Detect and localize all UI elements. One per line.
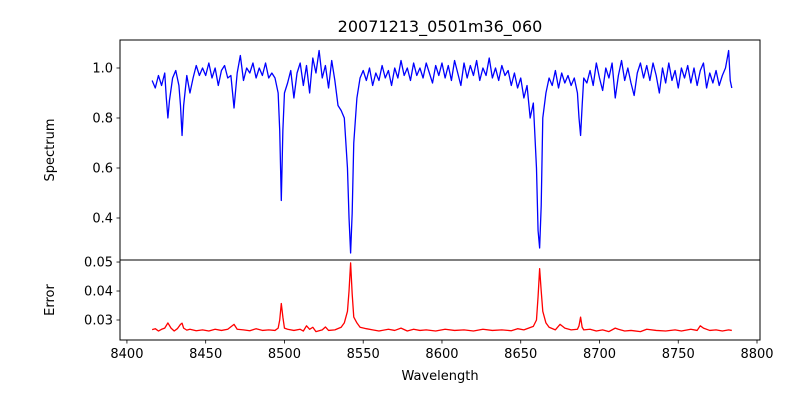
x-tick-label: 8550 <box>347 347 380 362</box>
error-axes: 0.03 0.04 0.05 8400 8450 8500 8550 8600 8650 8700… <box>84 256 774 362</box>
y-tick-label: 0.6 <box>92 162 113 177</box>
y-tick-label: 1.0 <box>92 62 113 77</box>
y-tick-label: 0.04 <box>84 285 113 300</box>
x-tick-label: 8800 <box>740 347 773 362</box>
axes-frame <box>119 259 761 341</box>
error-line <box>151 262 732 333</box>
x-tick-label: 8600 <box>425 347 458 362</box>
x-tick-label: 8400 <box>110 347 143 362</box>
y-tick-label: 0.03 <box>84 314 113 329</box>
spectrum-line <box>151 49 733 254</box>
x-tick-label: 8700 <box>583 347 616 362</box>
y-tick-label: 0.8 <box>92 112 113 127</box>
spectrum-axes: 0.4 0.6 0.8 1.0 <box>92 39 761 261</box>
y-tick-label: 0.05 <box>84 256 113 271</box>
spectrum-y-axis-label: Spectrum <box>43 119 58 182</box>
x-tick-label: 8500 <box>268 347 301 362</box>
x-tick-label: 8650 <box>504 347 537 362</box>
y-tick-label: 0.4 <box>92 212 113 227</box>
x-tick-label: 8750 <box>662 347 695 362</box>
error-y-axis-label: Error <box>43 284 58 316</box>
x-axis-label: Wavelength <box>401 369 478 384</box>
chart-title: 20071213_0501m36_060 <box>338 17 543 37</box>
x-tick-label: 8450 <box>189 347 222 362</box>
